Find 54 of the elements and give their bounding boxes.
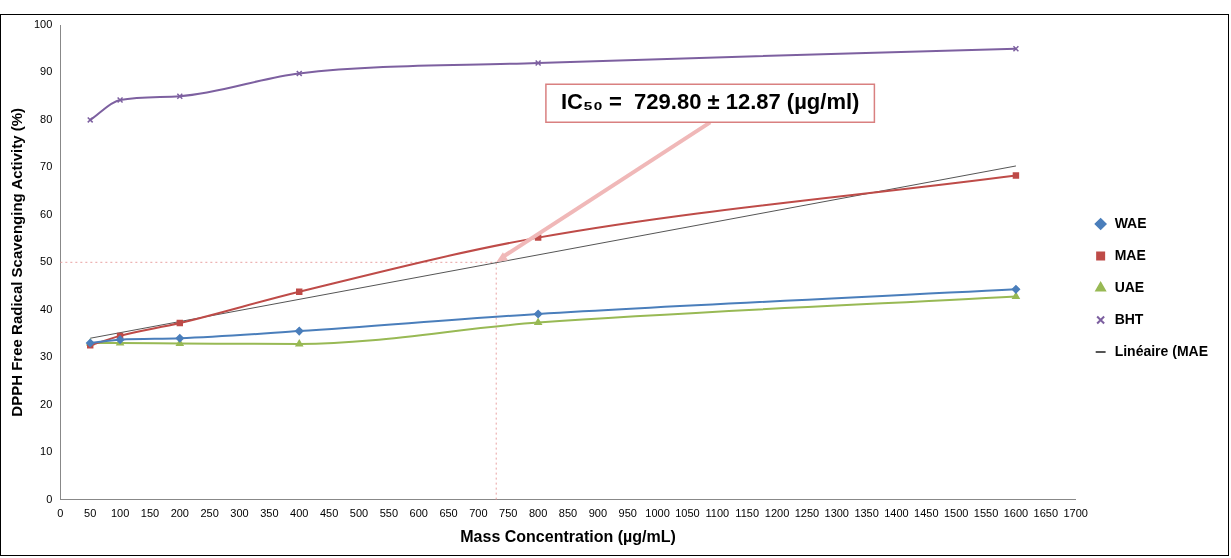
x-axis-title: Mass Concentration (µg/mL) [460,527,676,545]
x-tick-label: 700 [469,507,488,520]
x-tick-label: 650 [439,507,458,520]
y-tick-label: 80 [40,112,53,125]
x-tick-label: 1250 [794,507,820,520]
x-tick-label: 1300 [824,507,849,520]
x-tick-label: 1050 [675,507,700,520]
x-tick-label: 450 [319,507,339,520]
x-tick-label: 400 [290,507,309,520]
y-tick-label: 30 [40,350,53,363]
legend-label: Linéaire (MAE [1114,342,1209,359]
x-tick-label: 1550 [973,507,999,520]
x-tick-label: 900 [588,507,608,520]
legend-label: BHT [1114,310,1144,327]
x-tick-label: 1600 [1003,507,1029,520]
legend-label: WAE [1114,214,1147,231]
y-tick-label: 60 [40,207,53,220]
x-tick-label: 1350 [854,507,879,520]
x-tick-label: 1650 [1033,507,1059,520]
x-tick-label: 1000 [645,507,670,520]
y-tick-label: 0 [46,492,53,505]
x-tick-label: 100 [110,507,130,520]
x-tick-label: 50 [84,507,97,520]
x-tick-label: 1450 [914,507,939,520]
x-tick-label: 1100 [705,507,730,520]
x-tick-label: 150 [140,507,160,520]
x-tick-label: 950 [618,507,637,520]
y-tick-label: 20 [40,397,53,410]
y-tick-label: 10 [40,445,53,458]
x-tick-label: 1200 [764,507,790,520]
y-tick-label: 50 [40,255,53,268]
y-tick-label: 70 [40,160,53,173]
x-tick-label: 300 [230,507,249,520]
y-tick-label: 40 [40,302,53,315]
x-tick-label: 1700 [1063,507,1088,520]
legend-label: UAE [1114,278,1145,295]
y-tick-label: 100 [33,18,53,31]
x-tick-label: 850 [558,507,578,520]
x-tick-label: 0 [57,507,64,520]
x-tick-label: 1400 [884,507,909,520]
x-tick-label: 600 [409,507,428,520]
x-tick-label: 200 [170,507,189,520]
x-tick-label: 350 [260,507,279,520]
y-tick-label: 90 [40,65,53,78]
legend-label: MAE [1114,246,1146,263]
x-tick-label: 550 [379,507,399,520]
x-tick-label: 1500 [943,507,969,520]
x-tick-label: 800 [528,507,548,520]
y-axis-title: DPPH Free Radical Scavenging Activity (%) [8,107,26,417]
x-tick-label: 500 [349,507,369,520]
x-tick-label: 750 [499,507,518,520]
x-tick-label: 1150 [735,507,759,520]
annotation: IC₅₀ = 729.80 ± 12.87 (µg/ml) [560,89,860,115]
x-tick-label: 250 [200,507,219,520]
